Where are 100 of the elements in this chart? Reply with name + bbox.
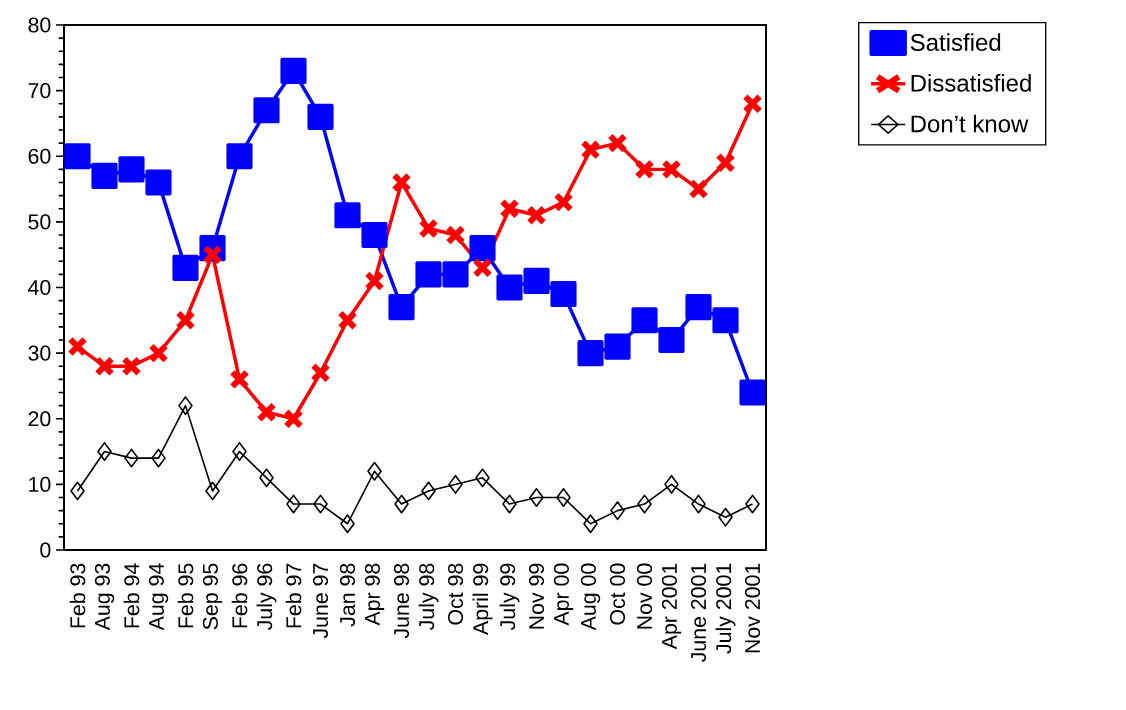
point <box>202 244 223 265</box>
point <box>67 336 88 357</box>
point <box>418 218 439 239</box>
point <box>172 254 199 281</box>
point <box>118 156 145 183</box>
point <box>286 494 301 514</box>
legend-label: Don’t know <box>911 114 1029 133</box>
x-tick-label: Jan 98 <box>339 563 356 627</box>
x-tick-label: Nov 00 <box>636 563 653 629</box>
x-tick-label: July 99 <box>499 563 520 630</box>
x-tick-label: Aug 00 <box>580 563 601 631</box>
point <box>70 481 85 501</box>
x-tick-label: Oct 00 <box>609 563 626 625</box>
x-tick-label: Oct 98 <box>447 563 464 625</box>
point <box>259 468 274 488</box>
x-tick-label: Feb 95 <box>177 563 194 628</box>
x-tick-label: Apr 2001 <box>661 563 682 650</box>
point <box>664 474 679 494</box>
x-tick-label: Sep 95 <box>202 563 223 630</box>
x-tick-label: Feb 96 <box>231 563 248 628</box>
point <box>499 198 520 219</box>
point <box>94 356 115 377</box>
point <box>529 488 544 507</box>
point <box>226 143 253 170</box>
point <box>205 481 220 501</box>
point <box>256 402 277 423</box>
point <box>340 514 355 534</box>
point <box>631 307 658 334</box>
x-tick-label: July 96 <box>256 563 277 630</box>
point <box>178 396 193 416</box>
point <box>502 494 517 514</box>
point <box>391 172 412 193</box>
y-tick-label: 70 <box>28 83 51 99</box>
point <box>64 143 91 170</box>
x-tick-label: Feb 94 <box>123 563 140 628</box>
point <box>151 448 166 468</box>
y-tick-label: 40 <box>28 279 51 296</box>
y-tick-label: 50 <box>28 214 51 230</box>
point <box>610 501 625 521</box>
point <box>232 442 247 462</box>
point <box>556 488 571 507</box>
point <box>583 514 598 534</box>
legend-label: Satisfied <box>910 33 1001 51</box>
point <box>553 192 574 213</box>
point <box>523 267 550 294</box>
y-tick-label: 30 <box>28 345 51 361</box>
point <box>604 333 631 360</box>
point <box>307 103 334 130</box>
point <box>361 221 388 249</box>
x-tick-label: Feb 97 <box>285 563 302 628</box>
point <box>475 468 490 488</box>
x-tick-label: Nov 99 <box>528 563 545 629</box>
x-tick-label: Aug 93 <box>94 563 115 631</box>
point <box>637 494 652 514</box>
point <box>283 408 304 429</box>
x-tick-label: June 97 <box>312 563 329 639</box>
point <box>388 294 415 321</box>
point <box>715 152 736 173</box>
point <box>685 294 712 321</box>
point <box>121 356 142 377</box>
point <box>496 274 523 301</box>
point <box>334 202 361 229</box>
point <box>688 178 709 200</box>
y-tick-label: 10 <box>29 476 51 492</box>
x-tick-label: Apr 98 <box>364 563 385 626</box>
point <box>175 310 196 331</box>
legend-label: Dissatisfied <box>911 74 1031 92</box>
point <box>253 97 280 124</box>
point <box>745 494 760 514</box>
y-tick-label: 80 <box>28 17 51 33</box>
point <box>442 261 469 288</box>
point <box>97 442 112 462</box>
point <box>661 159 682 180</box>
point <box>607 133 628 154</box>
point <box>580 139 601 160</box>
point <box>313 494 328 514</box>
point <box>364 270 385 291</box>
point <box>658 326 685 354</box>
point <box>526 205 547 226</box>
point <box>445 224 466 246</box>
point <box>739 379 766 406</box>
point <box>415 261 442 288</box>
point <box>91 162 118 190</box>
point <box>145 169 172 196</box>
y-tick-label: 0 <box>40 542 51 558</box>
point <box>310 362 331 383</box>
point <box>742 93 763 114</box>
x-tick-label: Feb 93 <box>69 563 86 628</box>
x-tick-label: Nov 2001 <box>744 563 761 653</box>
point <box>718 507 733 527</box>
y-tick-label: 60 <box>28 148 51 164</box>
point <box>448 474 463 494</box>
x-tick-label: July 98 <box>418 563 439 630</box>
x-tick-label: Aug 94 <box>148 563 169 631</box>
point <box>148 343 169 364</box>
y-tick-label: 20 <box>28 411 51 427</box>
point <box>394 494 409 514</box>
x-tick-label: June 98 <box>393 563 410 639</box>
point <box>634 159 655 180</box>
point <box>421 481 436 501</box>
